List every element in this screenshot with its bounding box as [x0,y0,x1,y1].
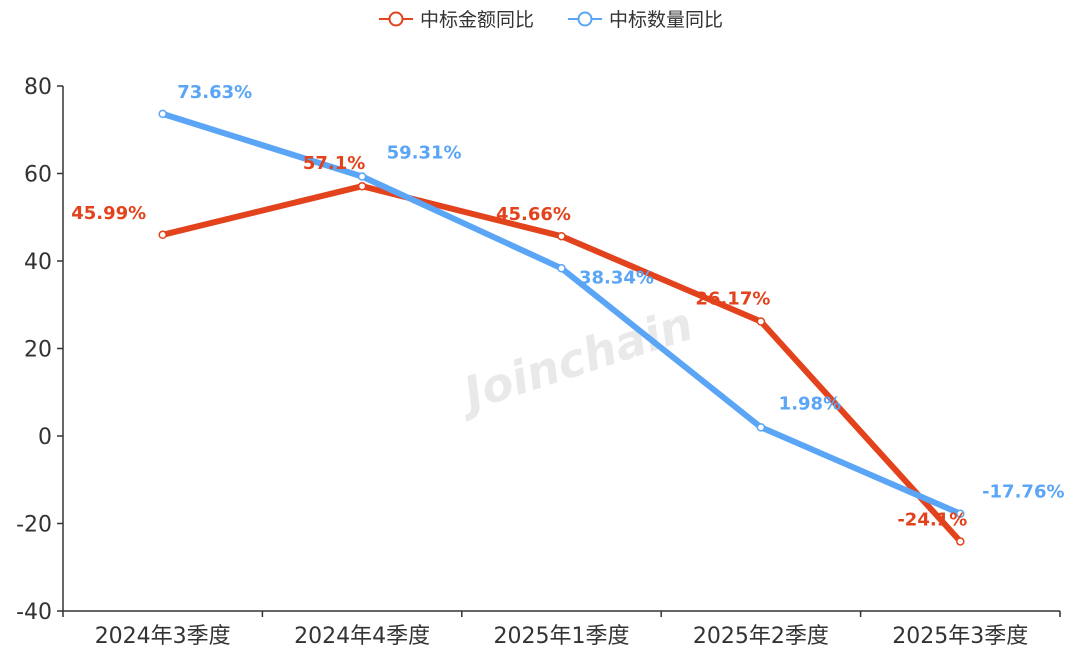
y-tick-label: 60 [24,163,52,188]
x-axis-ticks: 2024年3季度 2024年4季度 2025年1季度 2025年2季度 2025年3季度 [62,611,1061,649]
data-label-1: 1.98% [779,393,841,414]
data-point-1[interactable] [158,109,167,119]
data-label-1: 73.63% [177,82,252,103]
x-tick-label: 2025年3季度 [892,624,1028,649]
data-point-0[interactable] [557,231,566,241]
legend-item-count[interactable]: 中标数量同比 [568,9,723,31]
data-label-0: 45.66% [496,204,571,225]
legend-amount-label: 中标金额同比 [420,9,534,31]
legend-count-marker [577,11,593,27]
y-tick-label: -20 [16,513,52,538]
data-point-1[interactable] [756,423,766,432]
data-point-1[interactable] [956,509,965,518]
legend[interactable]: 中标金额同比 中标数量同比 [379,9,723,31]
legend-amount-marker [388,11,404,27]
x-tick-label: 2024年4季度 [294,624,430,649]
data-label-1: 59.31% [387,143,462,164]
watermark-text: Joinchain [450,296,700,423]
data-label-1: -17.76% [982,482,1064,503]
data-label-0: 45.99% [71,203,146,224]
x-tick-label: 2024年3季度 [95,624,231,649]
y-tick-label: 20 [24,338,52,363]
data-label-1: 38.34% [579,267,654,288]
data-label-0: 26.17% [695,289,770,310]
legend-count-label: 中标数量同比 [609,9,723,31]
data-point-0[interactable] [956,537,965,546]
y-axis-ticks: 80 60 40 20 0 -20 -40 [16,75,63,625]
axes: 80 60 40 20 0 -20 -40 2024年3季度 2024年4季度 2025年1季度… [16,75,1061,649]
series-line-1 [159,110,964,517]
series [158,109,965,546]
y-tick-label: 80 [24,75,52,100]
data-point-0[interactable] [756,317,766,326]
y-tick-label: -40 [16,600,52,625]
x-tick-label: 2025年1季度 [494,624,630,649]
y-tick-label: 0 [38,425,52,450]
data-point-0[interactable] [357,181,367,191]
x-tick-label: 2025年2季度 [693,624,829,649]
y-tick-label: 40 [24,250,52,275]
data-labels: 45.99% 57.1% 45.66% 26.17% -24.1% 73.63% 59.31… [71,82,1064,531]
data-point-0[interactable] [158,230,167,240]
watermark: Joinchain [450,296,700,423]
data-label-0: 57.1% [303,153,365,174]
data-point-1[interactable] [357,172,367,181]
legend-item-amount[interactable]: 中标金额同比 [379,9,534,31]
data-label-0: -24.1% [897,509,967,530]
data-point-1[interactable] [557,264,566,273]
